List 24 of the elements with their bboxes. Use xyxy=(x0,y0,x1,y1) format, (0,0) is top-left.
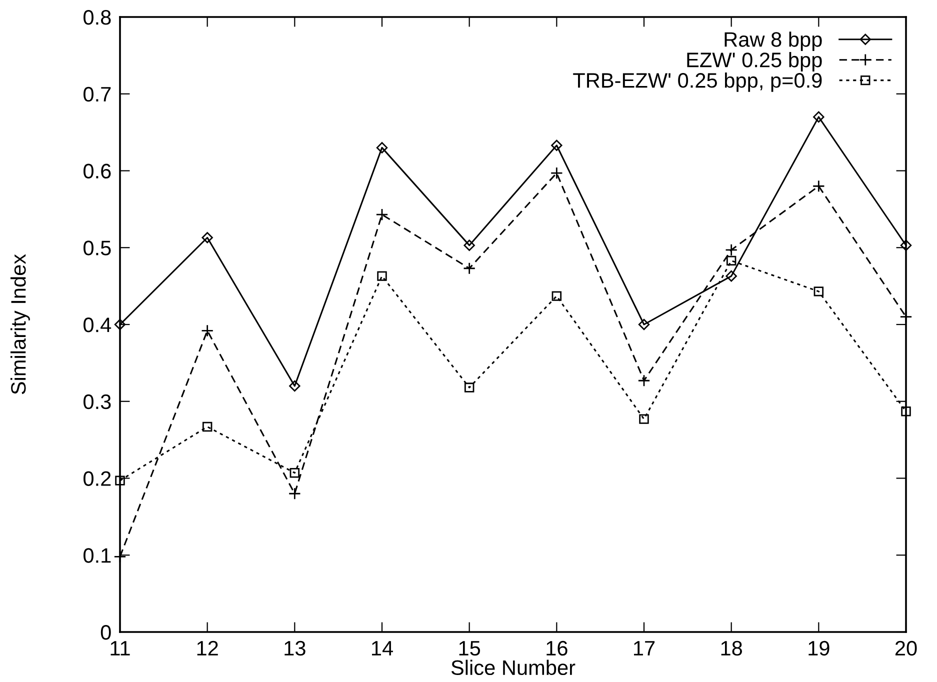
x-tick-label: 14 xyxy=(372,641,393,656)
x-tick-label: 13 xyxy=(284,640,306,656)
y-tick-label: 0.7 xyxy=(84,86,111,102)
y-axis-title: Similarity Index xyxy=(10,254,30,394)
y-tick-label: 0.4 xyxy=(84,318,112,332)
x-tick-label: 11 xyxy=(110,641,130,656)
legend-label: Raw 8 bpp xyxy=(724,32,822,52)
legend-label: TRB-EZW' 0.25 bpp, p=0.9 xyxy=(573,72,822,92)
legend-label: EZW' 0.25 bpp xyxy=(687,52,822,72)
y-tick-label: 0.2 xyxy=(84,471,111,486)
x-axis-title: Slice Number xyxy=(451,660,576,676)
x-tick-label: 12 xyxy=(197,640,218,656)
y-tick-label: 0.3 xyxy=(84,394,111,410)
y-tick-label: 0.1 xyxy=(84,548,111,563)
y-tick-label: 0.5 xyxy=(84,240,111,256)
x-tick-label: 20 xyxy=(895,640,917,656)
y-tick-label: 0.8 xyxy=(84,10,111,25)
y-tick-label: 0 xyxy=(100,625,111,640)
x-tick-label: 16 xyxy=(546,640,568,656)
y-tick-label: 0.6 xyxy=(84,164,111,179)
x-tick-label: 19 xyxy=(808,640,830,656)
x-tick-label: 15 xyxy=(459,641,480,656)
x-tick-label: 18 xyxy=(721,640,742,656)
x-tick-label: 17 xyxy=(634,641,655,656)
